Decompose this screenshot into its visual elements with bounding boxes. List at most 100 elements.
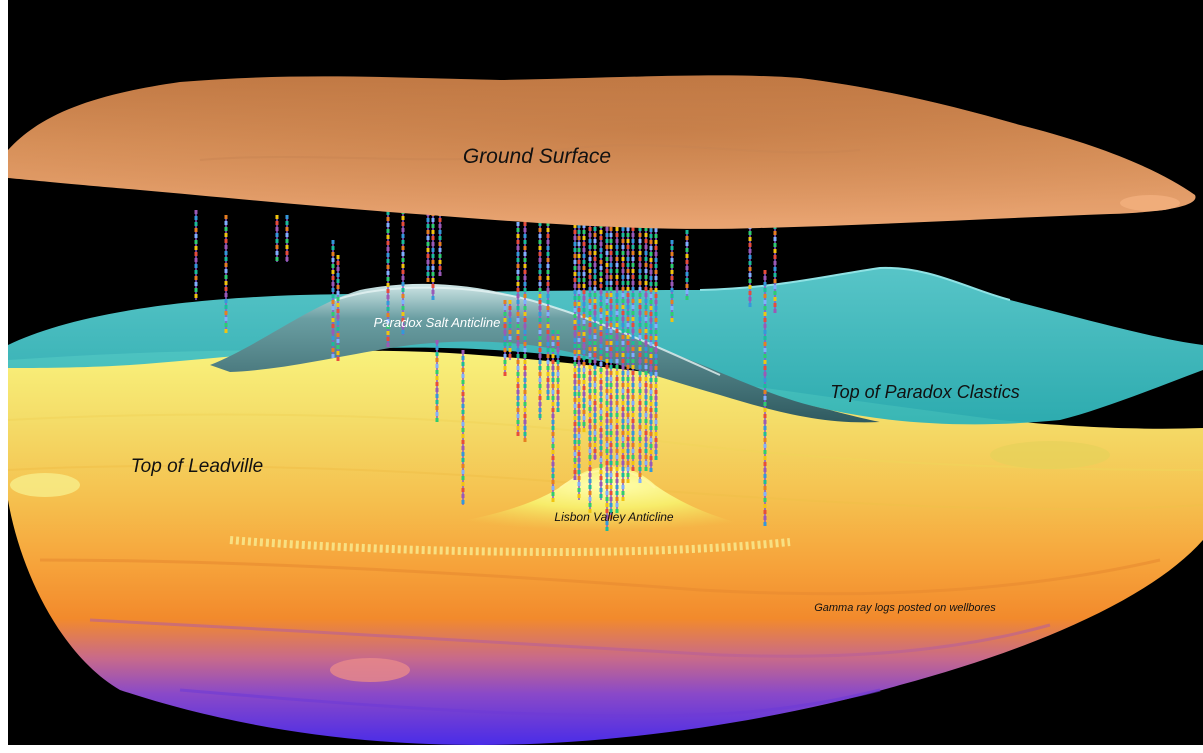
gamma-ray-log-segment <box>224 293 228 297</box>
gamma-ray-log-segment <box>593 251 597 255</box>
gamma-ray-log-segment <box>615 485 619 489</box>
gamma-ray-log-segment <box>331 282 335 286</box>
gamma-ray-log-segment <box>538 384 542 388</box>
gamma-ray-log-segment <box>763 270 767 274</box>
gamma-ray-log-segment <box>426 254 430 258</box>
bottom-margin-strip <box>0 745 1203 753</box>
gamma-ray-log-segment <box>523 414 527 418</box>
gamma-ray-log-segment <box>331 264 335 268</box>
gamma-ray-log-segment <box>605 461 609 465</box>
gamma-ray-log-segment <box>516 222 520 226</box>
gamma-ray-log-segment <box>538 366 542 370</box>
gamma-ray-log-segment <box>582 332 586 336</box>
gamma-ray-log-segment <box>401 312 405 316</box>
gamma-ray-log-segment <box>582 356 586 360</box>
gamma-ray-log-segment <box>599 374 603 378</box>
gamma-ray-log-segment <box>582 368 586 372</box>
gamma-ray-log-segment <box>577 470 581 474</box>
gamma-ray-log-segment <box>588 341 592 345</box>
gamma-ray-log-segment <box>435 364 439 368</box>
gamma-ray-log-segment <box>556 360 560 364</box>
gamma-ray-log-segment <box>546 240 550 244</box>
gamma-ray-log-segment <box>431 236 435 240</box>
gamma-ray-log-segment <box>649 396 653 400</box>
gamma-ray-log-segment <box>588 263 592 267</box>
gamma-ray-log-segment <box>551 342 555 346</box>
gamma-ray-log-segment <box>599 290 603 294</box>
gamma-ray-log-segment <box>638 389 642 393</box>
gamma-ray-log-segment <box>573 440 577 444</box>
gamma-ray-log-segment <box>386 235 390 239</box>
gamma-ray-log-segment <box>773 303 777 307</box>
gamma-ray-log-segment <box>615 281 619 285</box>
gamma-ray-log-segment <box>523 234 527 238</box>
gamma-ray-log-segment <box>438 248 442 252</box>
gamma-ray-log-segment <box>573 404 577 408</box>
gamma-ray-log-segment <box>649 312 653 316</box>
gamma-ray-log-segment <box>638 305 642 309</box>
gamma-ray-log-segment <box>551 462 555 466</box>
gamma-ray-log-segment <box>593 239 597 243</box>
gamma-ray-log-segment <box>582 266 586 270</box>
gamma-ray-log-segment <box>654 450 658 454</box>
gamma-ray-log-segment <box>599 488 603 492</box>
gamma-ray-log-segment <box>615 407 619 411</box>
gamma-ray-log-segment <box>609 377 613 381</box>
gamma-ray-log-segment <box>461 362 465 366</box>
gamma-ray-log-segment <box>649 348 653 352</box>
gamma-ray-log-segment <box>621 275 625 279</box>
gamma-ray-log-segment <box>638 425 642 429</box>
gamma-ray-log-segment <box>670 288 674 292</box>
gamma-ray-log-segment <box>331 288 335 292</box>
gamma-ray-log-segment <box>654 348 658 352</box>
gamma-ray-log-segment <box>285 233 289 237</box>
gamma-ray-log-segment <box>523 426 527 430</box>
gamma-ray-log-segment <box>599 230 603 234</box>
gamma-ray-log-segment <box>649 468 653 472</box>
gamma-ray-log-segment <box>426 224 430 228</box>
gamma-ray-log-segment <box>556 366 560 370</box>
gamma-ray-log-segment <box>599 338 603 342</box>
gamma-ray-log-segment <box>748 297 752 301</box>
gamma-ray-log-segment <box>649 390 653 394</box>
gamma-ray-log-segment <box>588 281 592 285</box>
gamma-ray-log-segment <box>573 344 577 348</box>
gamma-ray-log-segment <box>763 510 767 514</box>
gamma-ray-log-segment <box>615 503 619 507</box>
gamma-ray-log-segment <box>670 246 674 250</box>
gamma-ray-log-segment <box>615 383 619 387</box>
gamma-ray-log-segment <box>508 300 512 304</box>
gamma-ray-log-segment <box>638 353 642 357</box>
salt-anticline-label: Paradox Salt Anticline <box>374 315 501 330</box>
gamma-ray-log-segment <box>577 224 581 228</box>
gamma-ray-log-segment <box>461 446 465 450</box>
gamma-ray-log-segment <box>275 215 279 219</box>
gamma-ray-log-segment <box>621 329 625 333</box>
gamma-ray-log-segment <box>649 462 653 466</box>
lisbon-anticline-label: Lisbon Valley Anticline <box>554 510 674 524</box>
gamma-ray-log-segment <box>593 263 597 267</box>
gamma-ray-log-segment <box>621 233 625 237</box>
gamma-ray-log-segment <box>573 386 577 390</box>
gamma-ray-log-segment <box>431 218 435 222</box>
gamma-ray-log-segment <box>386 265 390 269</box>
gamma-ray-log-segment <box>615 341 619 345</box>
gamma-ray-log-segment <box>546 348 550 352</box>
gamma-ray-log-segment <box>577 332 581 336</box>
gamma-ray-log-segment <box>609 467 613 471</box>
gamma-ray-log-segment <box>438 218 442 222</box>
gamma-ray-log-segment <box>577 260 581 264</box>
gamma-ray-log-segment <box>605 491 609 495</box>
gamma-ray-log-segment <box>573 464 577 468</box>
gamma-ray-log-segment <box>336 345 340 349</box>
gamma-ray-log-segment <box>615 275 619 279</box>
gamma-ray-log-segment <box>573 428 577 432</box>
gamma-ray-log-segment <box>593 305 597 309</box>
gamma-ray-log-segment <box>631 311 635 315</box>
gamma-ray-log-segment <box>763 330 767 334</box>
gamma-ray-log-segment <box>605 251 609 255</box>
gamma-ray-log-segment <box>546 252 550 256</box>
gamma-ray-log-segment <box>582 374 586 378</box>
gamma-ray-log-segment <box>763 408 767 412</box>
gamma-ray-log-segment <box>523 252 527 256</box>
